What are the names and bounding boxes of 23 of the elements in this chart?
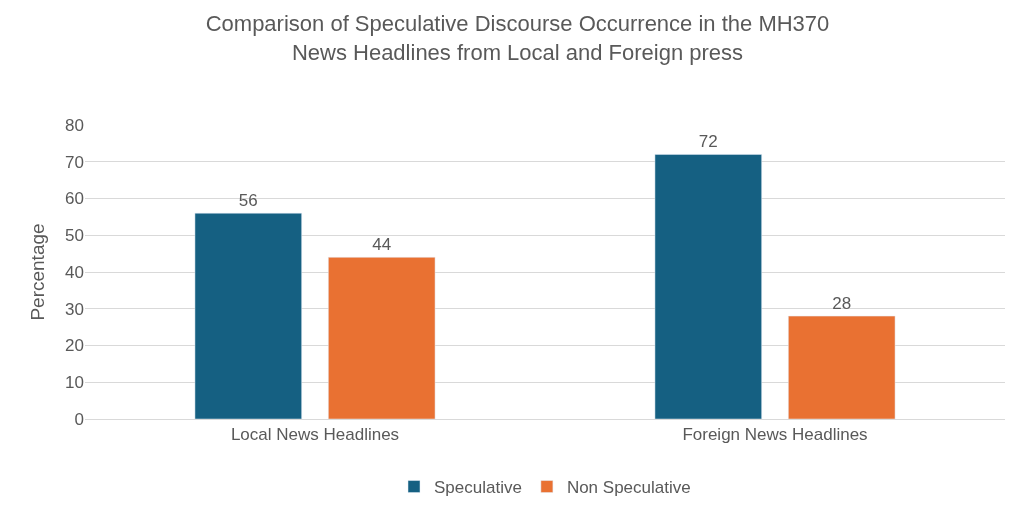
y-tick-label: 30 xyxy=(65,299,84,319)
bar xyxy=(328,257,436,419)
legend-label: Non Speculative xyxy=(566,478,691,498)
y-tick-label: 0 xyxy=(74,409,84,429)
legend-label: Speculative xyxy=(434,478,522,498)
y-tick-label: 50 xyxy=(65,226,84,246)
bar xyxy=(788,315,896,419)
data-label: 44 xyxy=(372,235,392,255)
y-axis-title: Percentage xyxy=(26,223,48,321)
bar xyxy=(654,154,762,419)
y-tick-label: 70 xyxy=(65,152,84,172)
data-label: 56 xyxy=(238,191,258,211)
y-tick-label: 10 xyxy=(65,373,84,393)
y-tick-label: 40 xyxy=(65,262,84,282)
y-tick-label: 20 xyxy=(65,336,84,356)
bar xyxy=(194,212,302,419)
y-tick-label: 60 xyxy=(65,189,84,209)
chart-title: Comparison of Speculative Discourse Occurrence in the MH370 News Headlines from Local and Foreign press xyxy=(205,11,830,65)
data-label: 28 xyxy=(832,294,852,314)
data-label: 72 xyxy=(698,132,718,152)
x-tick-label: Foreign News Headlines xyxy=(682,425,868,445)
x-tick-label: Local News Headlines xyxy=(230,425,400,445)
y-tick-label: 80 xyxy=(65,115,84,135)
